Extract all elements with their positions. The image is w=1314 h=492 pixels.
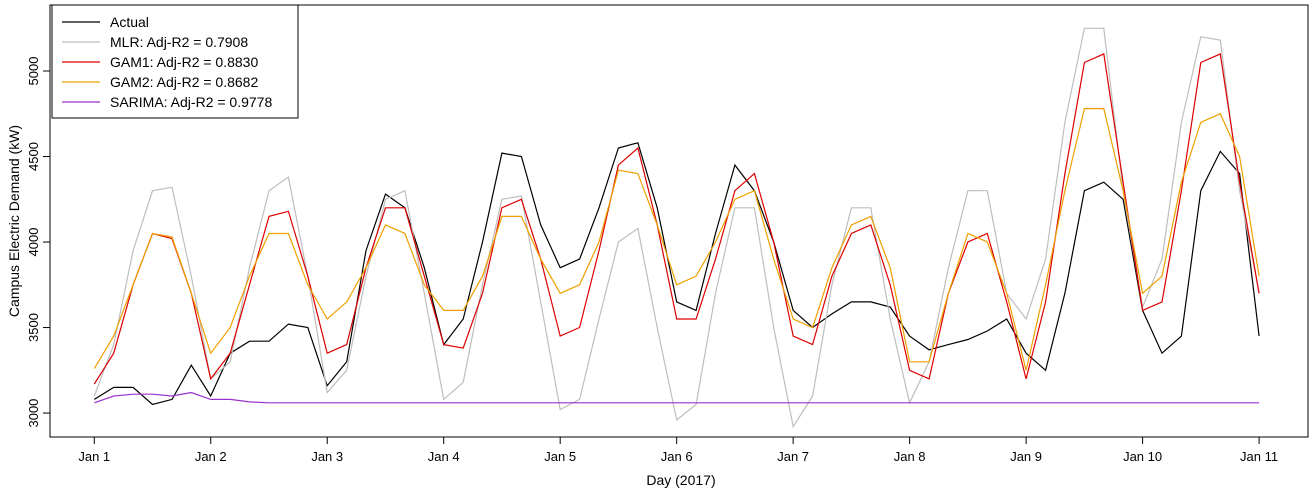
plot-box [49, 4, 1309, 438]
y-tick-label: 5000 [26, 57, 41, 86]
x-tick-label: Jan 4 [428, 449, 460, 464]
series-line [93, 142, 1260, 406]
legend-label: GAM1: Adj-R2 = 0.8830 [110, 54, 258, 70]
y-tick-label: 4500 [26, 142, 41, 171]
y-tick-label: 3000 [26, 399, 41, 428]
legend-label: SARIMA: Adj-R2 = 0.9778 [110, 94, 272, 110]
legend-label: GAM2: Adj-R2 = 0.8682 [110, 74, 258, 90]
legend-label: MLR: Adj-R2 = 0.7908 [110, 34, 248, 50]
x-tick-label: Jan 8 [894, 449, 926, 464]
x-axis-label: Day (2017) [646, 472, 715, 488]
y-tick-label: 4000 [26, 228, 41, 257]
x-tick-label: Jan 6 [661, 449, 693, 464]
x-tick-label: Jan 3 [311, 449, 343, 464]
x-tick-label: Jan 10 [1123, 449, 1162, 464]
x-tick-label: Jan 1 [78, 449, 110, 464]
y-axis-label: Campus Electric Demand (kW) [6, 125, 22, 317]
x-tick-label: Jan 9 [1010, 449, 1042, 464]
x-tick-label: Jan 2 [195, 449, 227, 464]
legend-label: Actual [110, 14, 149, 30]
series-line [94, 391, 1260, 404]
x-tick-label: Jan 5 [544, 449, 576, 464]
series-line [93, 53, 1260, 385]
y-tick-label: 3500 [26, 313, 41, 342]
x-tick-label: Jan 11 [1240, 449, 1278, 464]
series-line [93, 108, 1260, 371]
x-tick-label: Jan 7 [777, 449, 809, 464]
series-line [93, 27, 1260, 429]
